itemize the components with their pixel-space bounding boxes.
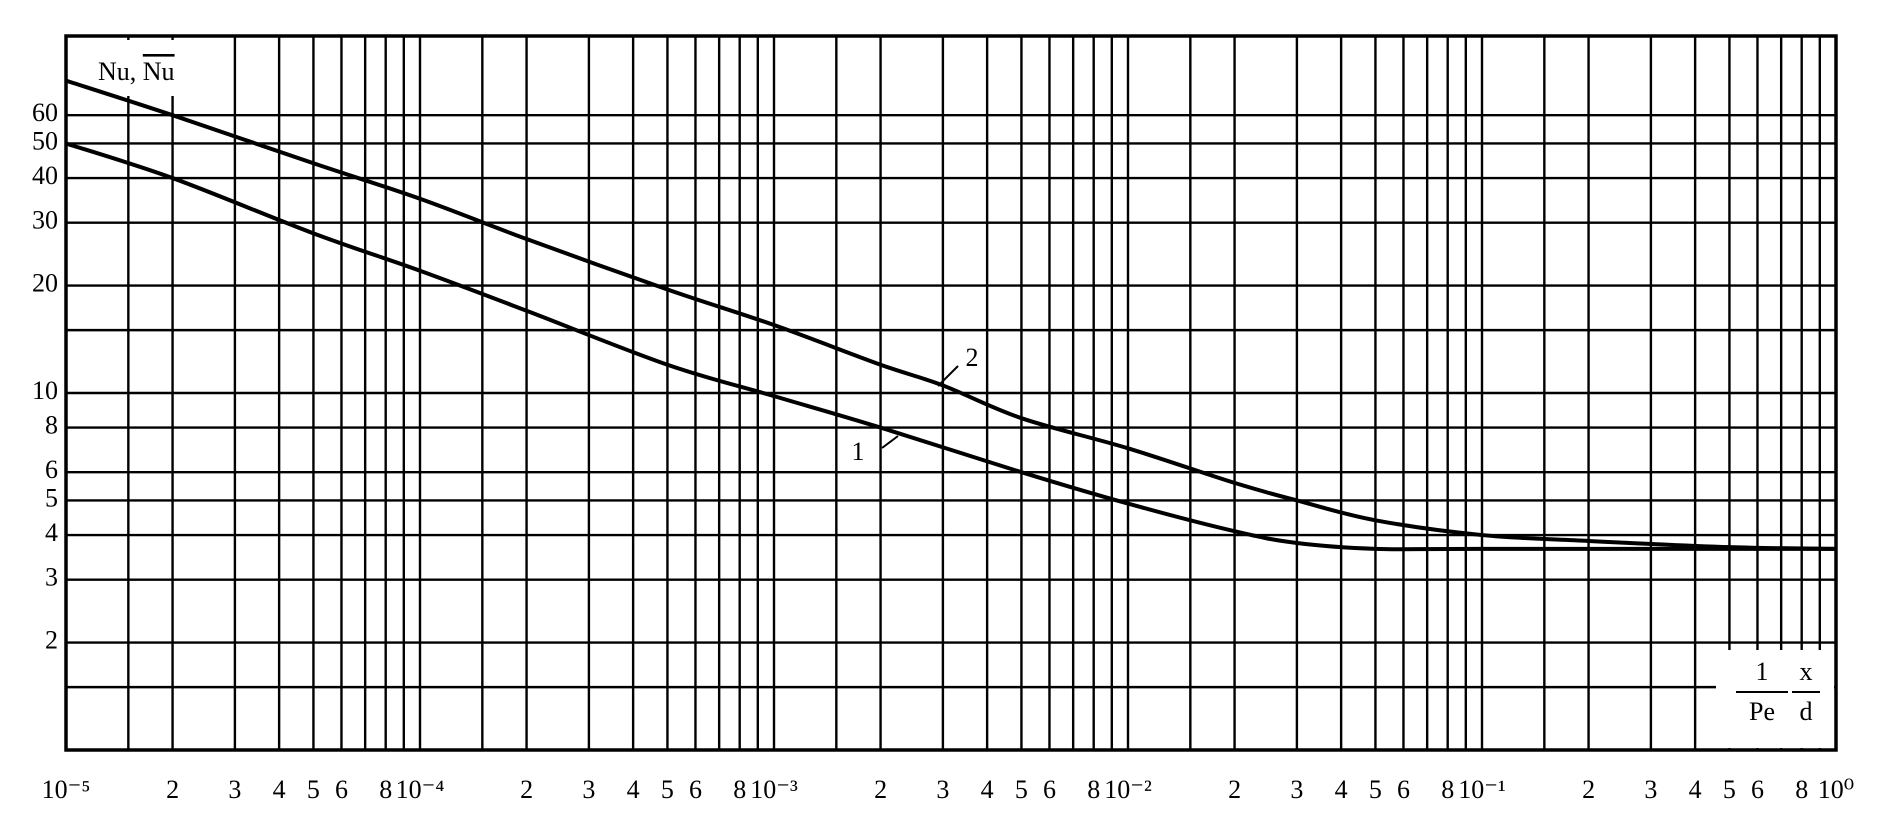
x-tick-label: 8	[379, 775, 392, 804]
x-tick-label: 3	[582, 775, 595, 804]
x-tick-label: 10⁻²	[1104, 775, 1152, 804]
y-axis-label: Nu, Nu	[98, 57, 175, 86]
x-tick-label: 8	[1441, 775, 1454, 804]
x-tick-label: 2	[1228, 775, 1241, 804]
y-tick-label: 5	[45, 483, 58, 512]
y-tick-label: 30	[32, 206, 58, 235]
x-tick-label: 10⁻¹	[1458, 775, 1506, 804]
x-tick-label: 4	[273, 775, 286, 804]
y-tick-label: 6	[45, 455, 58, 484]
y-tick-label: 40	[32, 161, 58, 190]
x-tick-label: 5	[1015, 775, 1028, 804]
x-tick-label: 2	[520, 775, 533, 804]
x-tick-label: 4	[1689, 775, 1702, 804]
x-tick-label: 6	[335, 775, 348, 804]
x-axis-label: d	[1800, 697, 1813, 726]
x-tick-label: 8	[1795, 775, 1808, 804]
x-tick-label: 3	[1644, 775, 1657, 804]
leader-line	[881, 435, 899, 449]
x-tick-label: 3	[1290, 775, 1303, 804]
leader-line	[937, 365, 959, 387]
x-axis-label: Pe	[1749, 697, 1775, 726]
y-tick-label: 8	[45, 411, 58, 440]
x-tick-label: 5	[661, 775, 674, 804]
x-tick-label: 3	[936, 775, 949, 804]
plot-frame	[64, 34, 1838, 752]
x-tick-label: 2	[874, 775, 887, 804]
curve	[65, 78, 1837, 551]
x-tick-label: 6	[1751, 775, 1764, 804]
x-tick-label: 6	[689, 775, 702, 804]
x-tick-label: 5	[1723, 775, 1736, 804]
y-tick-label: 10	[32, 376, 58, 405]
curve-label: 2	[966, 343, 979, 372]
x-tick-label: 5	[307, 775, 320, 804]
x-tick-label: 4	[627, 775, 640, 804]
x-tick-label: 2	[1582, 775, 1595, 804]
x-tick-label: 10⁰	[1818, 775, 1854, 804]
x-tick-label: 4	[1335, 775, 1348, 804]
y-tick-label: 20	[32, 269, 58, 298]
label-background	[70, 40, 220, 96]
x-tick-label: 3	[228, 775, 241, 804]
x-tick-label: 2	[166, 775, 179, 804]
y-axis-label-part: Nu,	[98, 57, 136, 86]
label-background	[1716, 650, 1834, 748]
x-tick-label: 6	[1043, 775, 1056, 804]
y-tick-label: 60	[32, 98, 58, 127]
x-tick-label: 10⁻⁵	[42, 775, 91, 804]
curve	[65, 141, 1836, 552]
x-tick-label: 10⁻³	[750, 775, 798, 804]
y-tick-label: 50	[32, 126, 58, 155]
x-tick-label: 8	[1087, 775, 1100, 804]
y-tick-label: 2	[45, 626, 58, 655]
x-tick-label: 5	[1369, 775, 1382, 804]
x-axis-label: x	[1800, 657, 1813, 686]
y-tick-label: 4	[45, 518, 58, 547]
curve-label: 1	[852, 437, 865, 466]
x-tick-label: 10⁻⁴	[396, 775, 445, 804]
x-axis-label: 1	[1756, 657, 1769, 686]
y-tick-label: 3	[45, 563, 58, 592]
x-tick-label: 8	[733, 775, 746, 804]
y-axis-label-part: Nu	[143, 57, 175, 86]
x-tick-label: 6	[1397, 775, 1410, 804]
x-tick-label: 4	[981, 775, 994, 804]
